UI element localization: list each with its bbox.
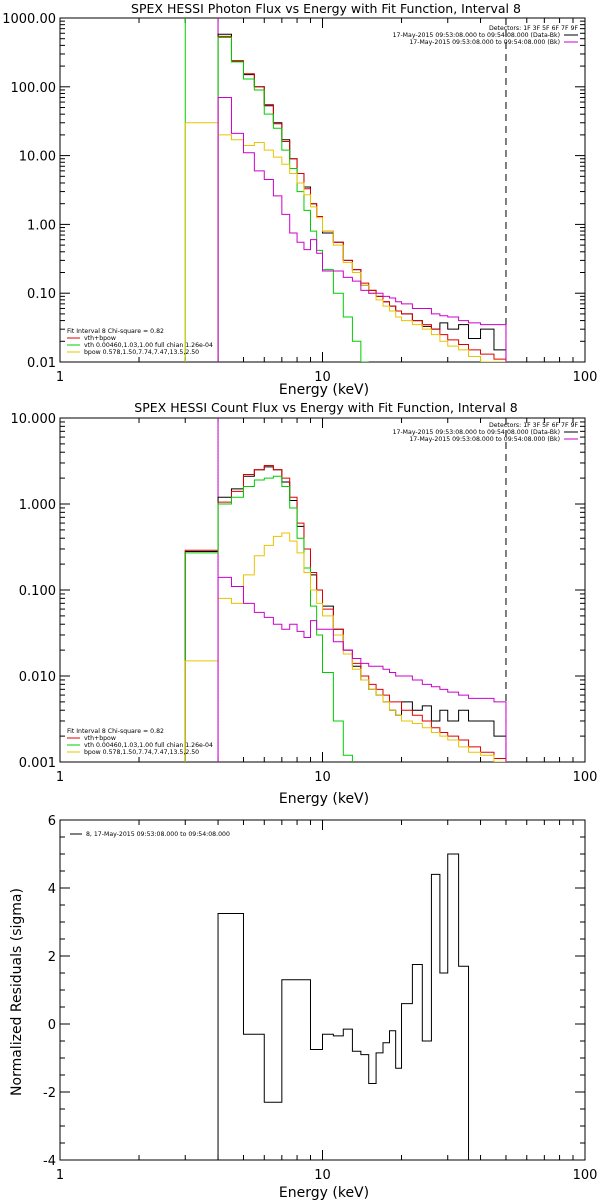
photon-flux-fit-info: Fit Interval 8 Chi-square = 0.82 [67, 328, 164, 335]
residuals-y-tick-label: 2 [48, 950, 56, 965]
photon-flux-y-tick-label: 1000.00 [2, 12, 56, 27]
photon-flux-y-tick-label: 0.01 [27, 356, 56, 371]
photon-flux-x-tick-label: 100 [573, 370, 598, 385]
count-flux-series-bk [217, 576, 507, 762]
count-flux-data-area [184, 418, 507, 762]
count-flux-info-left: Fit Interval 8 Chi-square = 0.82 vth+bpo… [67, 728, 213, 756]
count-flux-plot: 1 10 100 0.001 0.010 0.100 1.000 10.000 [11, 412, 598, 785]
count-flux-y-tick-label: 0.010 [19, 670, 56, 685]
count-flux-x-tick-label: 1 [56, 770, 64, 785]
count-flux-y-tick-label: 0.001 [19, 756, 56, 771]
photon-flux-series-vth [217, 37, 369, 362]
residuals-plot: 1 10 100 -4 -2 0 2 4 6 [43, 814, 597, 1183]
photon-flux-x-tick-label: 1 [56, 370, 64, 385]
photon-flux-series-bpow [184, 122, 506, 362]
count-flux-info-line2: 17-May-2015 09:53:08.000 to 09:54:08.000… [409, 436, 560, 443]
residuals-data-area [217, 853, 470, 1160]
residuals-legend-text: 8, 17-May-2015 09:53:08.000 to 09:54:08.… [86, 831, 230, 838]
residuals-y-tick-label: -2 [43, 1086, 56, 1101]
residuals-series-8-17-may-2015-09-53-08-000-to-09-54-08-000 [217, 853, 470, 1160]
photon-flux-info-line1: 17-May-2015 09:53:08.000 to 09:54:08.000… [393, 32, 560, 39]
photon-flux-y-tick-label: 1.00 [27, 218, 56, 233]
count-flux-detectors: Detectors: 1F 3F 5F 6F 7F 9F [489, 422, 578, 429]
photon-flux-detectors: Detectors: 1F 3F 5F 6F 7F 9F [489, 25, 578, 32]
residuals-y-tick-label: 0 [48, 1018, 56, 1033]
count-flux-legend-vth: vth 0.00460,1.03,1.00 full chian 1.26e-0… [84, 742, 213, 749]
count-flux-panel: SPEX HESSI Count Flux vs Energy with Fit… [11, 400, 598, 807]
count-flux-info-right: Detectors: 1F 3F 5F 6F 7F 9F 17-May-2015… [393, 422, 579, 443]
photon-flux-panel: SPEX HESSI Photon Flux vs Energy with Fi… [2, 1, 597, 398]
residuals-ylabel: Normalized Residuals (sigma) [9, 888, 25, 1096]
count-flux-series-bpow [184, 532, 506, 762]
residuals-panel: 1 10 100 -4 -2 0 2 4 6 Energy (keV) Normalized R… [9, 814, 597, 1200]
photon-flux-info-right: Detectors: 1F 3F 5F 6F 7F 9F 17-May-2015… [393, 25, 579, 46]
photon-flux-y-tick-label: 10.00 [19, 150, 56, 165]
photon-flux-y-tick-label: 0.10 [27, 287, 56, 302]
residuals-x-tick-label: 10 [314, 1168, 331, 1183]
residuals-xlabel: Energy (keV) [279, 1185, 369, 1200]
photon-flux-info-left: Fit Interval 8 Chi-square = 0.82 vth+bpo… [67, 328, 213, 356]
photon-flux-title: SPEX HESSI Photon Flux vs Energy with Fi… [131, 1, 521, 16]
count-flux-y-tick-label: 10.000 [11, 412, 57, 427]
residuals-x-tick-label: 100 [573, 1168, 598, 1183]
count-flux-fit-info: Fit Interval 8 Chi-square = 0.82 [67, 728, 164, 735]
photon-flux-xlabel: Energy (keV) [279, 382, 369, 398]
residuals-y-tick-label: 4 [48, 882, 56, 897]
photon-flux-legend-vth: vth 0.00460,1.03,1.00 full chian 1.26e-0… [84, 342, 213, 349]
photon-flux-info-line2: 17-May-2015 09:53:08.000 to 09:54:08.000… [409, 39, 560, 46]
count-flux-y-tick-label: 0.100 [19, 584, 56, 599]
photon-flux-data-area [184, 18, 507, 362]
photon-flux-legend-bpow: bpow 0.578,1.50,7.74,7.47,13.5,2.50 [84, 349, 199, 356]
photon-flux-series-bk [217, 96, 507, 362]
count-flux-legend-vthbpow: vth+bpow [84, 735, 116, 742]
count-flux-x-tick-label: 100 [573, 770, 598, 785]
photon-flux-y-tick-label: 100.00 [11, 81, 57, 96]
count-flux-legend-bpow: bpow 0.578,1.50,7.74,7.47,13.5,2.50 [84, 749, 199, 756]
residuals-legend: 8, 17-May-2015 09:53:08.000 to 09:54:08.… [70, 831, 230, 838]
residuals-x-tick-label: 1 [56, 1168, 64, 1183]
photon-flux-plot: 1 10 100 0.01 0.10 1.00 10.00 100.00 1000.00 [2, 12, 597, 385]
residuals-y-tick-label: 6 [48, 814, 56, 829]
count-flux-x-tick-label: 10 [314, 770, 331, 785]
photon-flux-legend-vthbpow: vth+bpow [84, 335, 116, 342]
count-flux-y-tick-label: 1.000 [19, 498, 56, 513]
count-flux-title: SPEX HESSI Count Flux vs Energy with Fit… [134, 400, 517, 415]
count-flux-xlabel: Energy (keV) [279, 791, 369, 807]
photon-flux-x-tick-label: 10 [314, 370, 331, 385]
count-flux-series-vth [184, 475, 353, 762]
residuals-y-tick-label: -4 [43, 1154, 56, 1169]
count-flux-info-line1: 17-May-2015 09:53:08.000 to 09:54:08.000… [393, 429, 560, 436]
